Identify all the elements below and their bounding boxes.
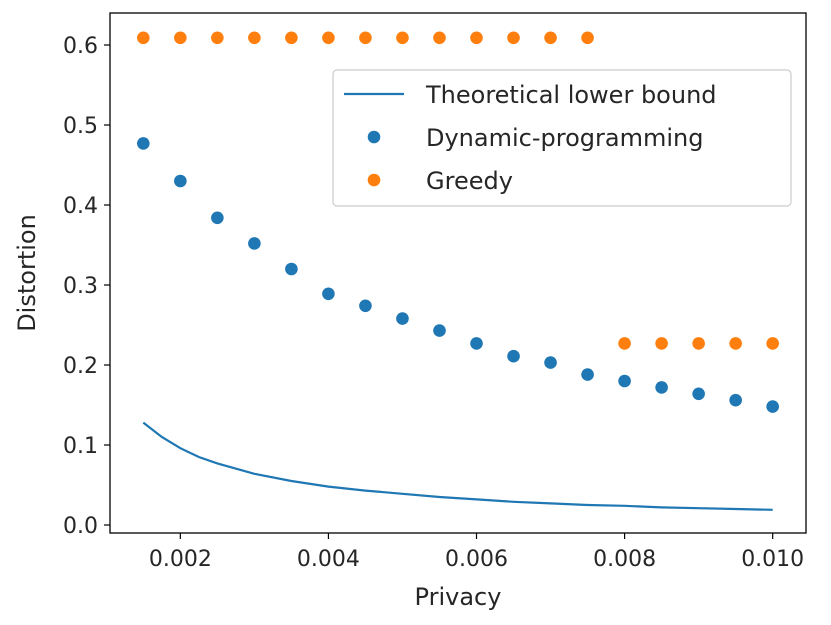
point-greedy xyxy=(137,31,150,45)
x-axis-label: Privacy xyxy=(415,583,502,611)
point-greedy xyxy=(544,31,557,45)
x-tick-label: 0.004 xyxy=(297,547,360,572)
point-greedy xyxy=(248,31,261,45)
y-tick-label: 0.6 xyxy=(63,34,98,59)
y-axis-label: Distortion xyxy=(13,214,41,332)
point-greedy xyxy=(766,337,779,350)
point-dynamic-programming xyxy=(285,262,298,276)
x-tick-label: 0.006 xyxy=(445,547,508,572)
legend-marker-swatch xyxy=(367,130,381,144)
point-dynamic-programming xyxy=(322,287,335,301)
y-tick-label: 0.3 xyxy=(63,274,98,299)
point-greedy xyxy=(692,337,705,350)
legend-entry-label: Dynamic-programming xyxy=(426,124,703,152)
point-dynamic-programming xyxy=(507,349,520,363)
point-dynamic-programming xyxy=(618,374,631,388)
point-greedy xyxy=(581,31,594,45)
axes: 0.002 0.004 0.006 0.008 0.010 0.0 0.1 0.2 0.3 0.4… xyxy=(63,34,804,572)
legend-entry-label: Theoretical lower bound xyxy=(425,81,717,109)
point-dynamic-programming xyxy=(655,381,668,394)
legend: Theoretical lower bound Dynamic-programmi… xyxy=(332,69,792,207)
point-greedy xyxy=(322,31,335,45)
plot-content xyxy=(137,31,779,511)
point-greedy xyxy=(507,31,520,45)
x-tick-label: 0.008 xyxy=(593,547,656,572)
point-dynamic-programming xyxy=(470,337,483,350)
point-dynamic-programming xyxy=(581,368,594,381)
y-tick-label: 0.4 xyxy=(63,194,98,219)
y-tick-label: 0.1 xyxy=(63,434,98,459)
point-greedy xyxy=(470,31,483,45)
point-greedy xyxy=(396,31,409,45)
point-dynamic-programming xyxy=(544,356,557,369)
y-tick-label: 0.5 xyxy=(63,114,98,139)
point-dynamic-programming xyxy=(766,400,779,413)
x-tick-label: 0.002 xyxy=(149,547,212,572)
point-dynamic-programming xyxy=(359,299,372,313)
point-dynamic-programming xyxy=(729,393,742,407)
point-greedy xyxy=(285,31,298,45)
legend-entry-label: Greedy xyxy=(426,167,513,195)
point-dynamic-programming xyxy=(137,137,150,150)
point-greedy xyxy=(655,337,668,350)
y-tick-label: 0.0 xyxy=(63,514,98,539)
point-greedy xyxy=(211,31,224,45)
point-greedy xyxy=(359,31,372,45)
point-greedy xyxy=(618,337,631,350)
point-greedy xyxy=(174,31,187,45)
point-dynamic-programming xyxy=(248,237,261,250)
y-tick-label: 0.2 xyxy=(63,354,98,379)
point-dynamic-programming xyxy=(396,312,409,325)
plot-frame xyxy=(109,12,807,534)
legend-marker-swatch xyxy=(367,173,381,187)
point-dynamic-programming xyxy=(211,211,224,225)
point-dynamic-programming xyxy=(692,387,705,401)
legend-box xyxy=(332,69,792,207)
point-greedy xyxy=(433,31,446,45)
x-tick-label: 0.010 xyxy=(741,547,804,572)
point-dynamic-programming xyxy=(433,324,446,337)
point-greedy xyxy=(729,337,742,350)
series-line-theoretical-lower-bound xyxy=(142,421,773,511)
point-dynamic-programming xyxy=(174,174,187,188)
